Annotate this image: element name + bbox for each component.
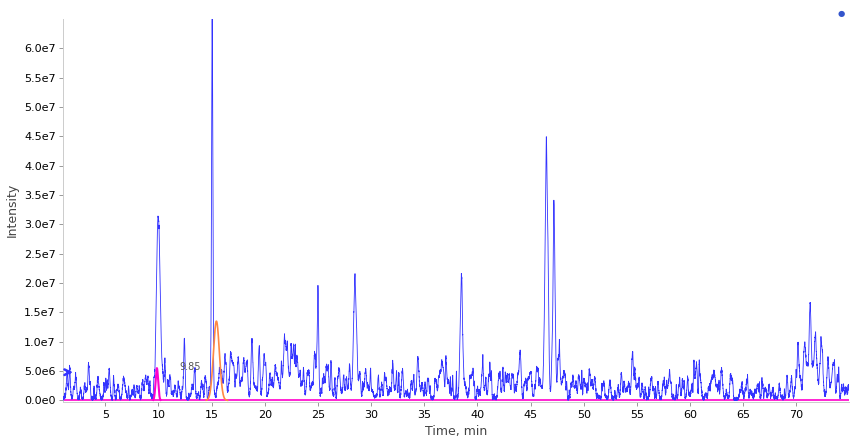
Y-axis label: Intensity: Intensity <box>5 183 19 238</box>
Text: ●: ● <box>838 9 845 18</box>
Text: 9.85: 9.85 <box>180 362 201 372</box>
X-axis label: Time, min: Time, min <box>425 425 487 438</box>
